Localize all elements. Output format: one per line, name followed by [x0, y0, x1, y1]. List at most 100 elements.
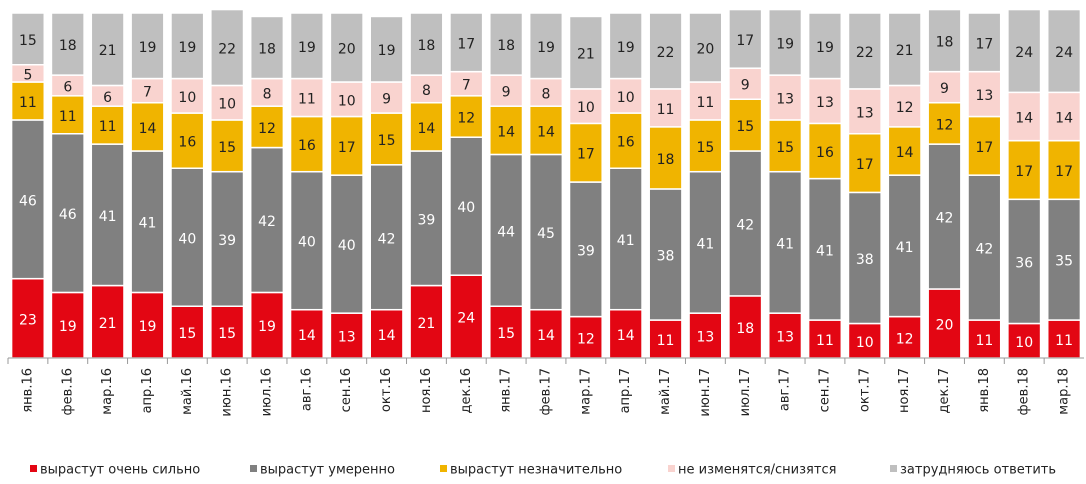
bar-segment [289, 77, 324, 118]
bar-segment [369, 15, 404, 83]
value-label: 14 [896, 145, 914, 161]
value-label: 19 [537, 40, 555, 56]
value-label: 19 [617, 40, 635, 56]
value-label: 17 [457, 36, 475, 52]
bar-segment [768, 170, 803, 314]
bar-segment [449, 95, 484, 138]
bar-segment [648, 126, 683, 190]
value-label: 24 [457, 311, 475, 327]
x-tick-label: мар.16 [100, 368, 115, 415]
value-label: 17 [856, 157, 874, 173]
value-label: 14 [378, 328, 396, 344]
value-label: 17 [1055, 164, 1073, 180]
bar-segment [847, 322, 882, 359]
bar-segment [887, 12, 922, 87]
bar-segment [967, 115, 1002, 176]
value-label: 41 [139, 216, 157, 232]
value-label: 39 [418, 212, 436, 228]
bar-segment [50, 291, 85, 359]
x-tick-label: май.17 [658, 368, 673, 415]
value-label: 44 [497, 224, 515, 240]
value-label: 15 [19, 33, 37, 49]
value-label: 9 [502, 85, 511, 101]
bar-segment [847, 133, 882, 194]
value-label: 13 [776, 92, 794, 108]
bar-segment [648, 88, 683, 128]
legend-label: не изменятся/снизятся [678, 463, 836, 478]
bar-segment [1007, 322, 1042, 359]
x-tick-label: июн.16 [220, 368, 235, 417]
value-label: 13 [776, 330, 794, 346]
value-label: 21 [896, 43, 914, 59]
bar-segment [449, 12, 484, 73]
value-label: 8 [542, 86, 551, 102]
value-label: 15 [378, 133, 396, 149]
bar-segment [927, 70, 962, 104]
value-label: 17 [577, 147, 595, 163]
x-tick-label: апр.16 [140, 368, 155, 413]
value-label: 13 [856, 105, 874, 121]
bar-segment [489, 153, 524, 307]
value-label: 23 [19, 312, 37, 328]
bar-segment [608, 112, 643, 170]
value-label: 11 [19, 95, 37, 111]
value-label: 15 [696, 140, 714, 156]
value-label: 10 [218, 97, 236, 113]
value-label: 18 [657, 152, 675, 168]
value-label: 13 [338, 330, 356, 346]
value-label: 40 [338, 238, 356, 254]
value-label: 19 [178, 40, 196, 56]
bar-segment [688, 312, 723, 359]
value-label: 35 [1055, 254, 1073, 270]
value-label: 39 [218, 233, 236, 249]
value-label: 9 [382, 92, 391, 108]
bar-segment [130, 77, 165, 104]
bar-segment [10, 12, 46, 66]
bar-segment [409, 74, 444, 104]
value-label: 40 [457, 200, 475, 216]
value-label: 6 [103, 90, 112, 106]
value-label: 11 [59, 109, 77, 125]
value-label: 11 [657, 333, 675, 349]
value-label: 40 [178, 231, 196, 247]
x-tick-label: июл.17 [738, 368, 753, 416]
bar-segment [568, 315, 603, 359]
value-label: 10 [577, 100, 595, 116]
bar-segment [728, 98, 763, 152]
value-label: 19 [378, 43, 396, 59]
bar-segment [130, 12, 165, 80]
bar-segment [768, 8, 803, 76]
value-label: 45 [537, 226, 555, 242]
bar-segment [528, 105, 564, 156]
bar-segment [967, 174, 1002, 321]
value-label: 12 [936, 117, 954, 133]
value-label: 16 [298, 138, 316, 154]
value-label: 8 [422, 83, 431, 99]
value-label: 20 [696, 42, 714, 58]
value-label: 13 [816, 95, 834, 111]
legend-label: затрудняюсь ответить [900, 463, 1056, 478]
value-label: 21 [99, 316, 117, 332]
bar-segment [1007, 91, 1042, 142]
value-label: 11 [975, 333, 993, 349]
bar-segment [210, 305, 245, 359]
bar-segment [528, 308, 564, 359]
x-tick-label: дек.16 [459, 368, 474, 414]
value-label: 40 [298, 235, 316, 251]
value-label: 41 [896, 240, 914, 256]
value-label: 42 [258, 214, 276, 230]
bar-segment [688, 12, 723, 83]
value-label: 5 [23, 67, 32, 83]
value-label: 17 [338, 140, 356, 156]
value-label: 46 [59, 207, 77, 223]
value-label: 16 [178, 135, 196, 151]
value-label: 17 [975, 36, 993, 52]
value-label: 17 [736, 33, 754, 49]
bar-segment [249, 146, 285, 294]
bar-segment [927, 288, 962, 359]
value-label: 14 [1055, 111, 1073, 127]
value-label: 12 [457, 111, 475, 127]
bar-segment [887, 174, 922, 318]
value-label: 16 [816, 145, 834, 161]
bar-segment [967, 70, 1002, 118]
